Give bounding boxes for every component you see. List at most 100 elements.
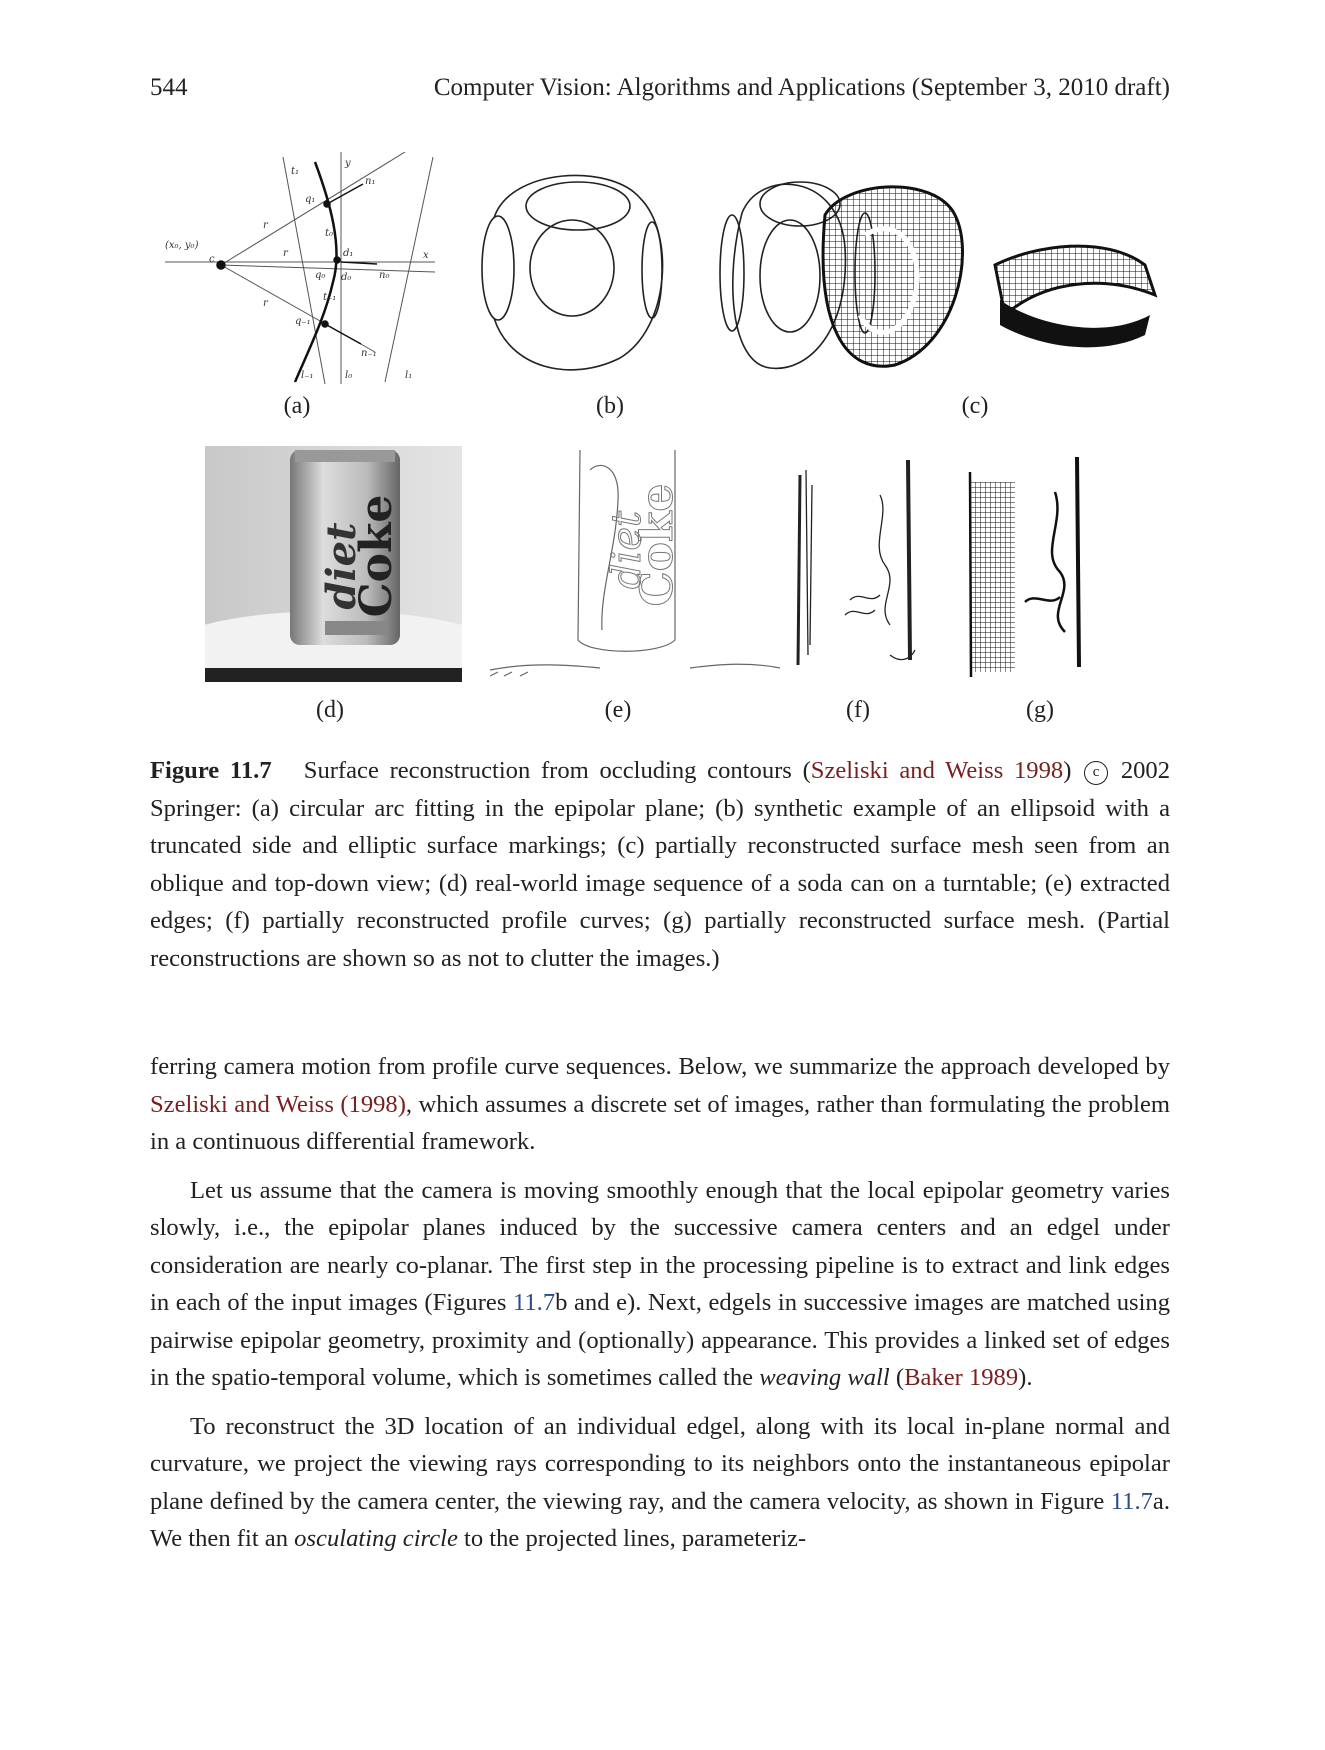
line-l1 bbox=[384, 156, 434, 383]
profile-curve bbox=[293, 161, 338, 383]
point-q0 bbox=[333, 256, 341, 264]
copyright-icon: c bbox=[1084, 761, 1109, 785]
camera-center-point bbox=[216, 260, 226, 270]
p1-text-a: ferring camera motion from profile curve… bbox=[150, 1053, 1170, 1080]
turntable-base bbox=[205, 668, 462, 682]
panel-label-b: (b) bbox=[596, 393, 624, 419]
p2-figure-ref-link[interactable]: 11.7 bbox=[512, 1289, 556, 1316]
figure-panel-a: y x (x₀, y₀) c r r r t₁ q₁ n₁ t₀ d₁ q₀ d… bbox=[165, 152, 435, 384]
label-d1: d₁ bbox=[343, 248, 353, 259]
label-n1: n₁ bbox=[365, 176, 375, 187]
edge-turntable-right bbox=[689, 663, 780, 669]
panel-label-a: (a) bbox=[283, 393, 311, 419]
panel-label-g: (g) bbox=[1026, 697, 1054, 723]
mesh-gap bbox=[857, 226, 920, 335]
label-lm1: l₋₁ bbox=[301, 370, 314, 381]
can-body bbox=[290, 450, 400, 645]
epipolar-diagram: y x (x₀, y₀) c r r r t₁ q₁ n₁ t₀ d₁ q₀ d… bbox=[165, 152, 435, 384]
ellipsoid-side-marking bbox=[759, 219, 821, 333]
ellipsoid-front-marking bbox=[529, 219, 615, 317]
label-nm1: n₋₁ bbox=[361, 348, 377, 359]
edge-can-outline bbox=[577, 449, 676, 652]
label-qm1: q₋₁ bbox=[295, 316, 311, 327]
mesh-oblique-view bbox=[821, 185, 964, 368]
label-r-3: r bbox=[263, 298, 269, 309]
label-n0: n₀ bbox=[379, 270, 389, 281]
caption-citation-link[interactable]: Szeliski and Weiss 1998 bbox=[810, 757, 1064, 784]
can-text-coke: Coke bbox=[351, 495, 402, 618]
paragraph-2: Let us assume that the camera is moving … bbox=[150, 1172, 1170, 1397]
p3-text-a: To reconstruct the 3D location of an ind… bbox=[150, 1412, 1170, 1515]
p3-figure-ref-link[interactable]: 11.7 bbox=[1110, 1487, 1153, 1515]
page-number: 544 bbox=[150, 74, 188, 101]
p2-emphasis: weaving wall bbox=[759, 1364, 890, 1391]
soda-can-photo: diet Coke bbox=[205, 446, 462, 682]
label-l0: l₀ bbox=[345, 370, 352, 381]
label-c-coords: (x₀, y₀) bbox=[165, 240, 199, 251]
label-q1: q₁ bbox=[305, 194, 315, 205]
p3-text-b: a. We then fit an bbox=[150, 1487, 1170, 1553]
figure-panel-f bbox=[790, 455, 925, 681]
p1-citation-link[interactable]: Szeliski and Weiss (1998) bbox=[150, 1090, 406, 1118]
caption-text-3: 2002 Springer: (a) circular arc fitting … bbox=[150, 757, 1171, 972]
edge-text-diet: diet bbox=[604, 510, 650, 589]
panel-label-e: (e) bbox=[604, 697, 632, 723]
p1-text-b: , which assumes a discrete set of images… bbox=[150, 1090, 1170, 1156]
label-t0: t₀ bbox=[325, 228, 333, 239]
running-title: Computer Vision: Algorithms and Applicat… bbox=[433, 74, 1170, 101]
point-q1 bbox=[323, 200, 331, 208]
mesh-topdown-view bbox=[993, 244, 1158, 318]
label-d0: d₀ bbox=[341, 272, 351, 283]
caption-label: Figure 11.7 bbox=[150, 757, 272, 784]
profile-right-edge bbox=[906, 459, 912, 661]
label-r-2: r bbox=[283, 248, 289, 259]
profile-logo-curve bbox=[878, 494, 891, 626]
label-l1: l₁ bbox=[405, 370, 412, 381]
profile-left-edge bbox=[796, 474, 802, 666]
label-c: c bbox=[209, 254, 215, 265]
normal-n1 bbox=[326, 183, 364, 205]
figure-panel-g bbox=[965, 452, 1090, 684]
label-r-1: r bbox=[263, 220, 269, 231]
ellipsoid-side-cut bbox=[719, 214, 745, 332]
mesh-strip bbox=[970, 482, 1015, 672]
label-q0: q₀ bbox=[315, 270, 325, 281]
panel-label-d: (d) bbox=[316, 697, 344, 723]
mesh-right-edge bbox=[1075, 456, 1081, 668]
can-text-diet: diet bbox=[318, 522, 365, 610]
p2-citation-link[interactable]: Baker 1989 bbox=[904, 1364, 1019, 1391]
label-y: y bbox=[344, 158, 351, 169]
panel-label-f: (f) bbox=[846, 697, 870, 723]
edge-turntable-left bbox=[490, 664, 601, 671]
figure-panel-c bbox=[805, 175, 1165, 375]
p2-text-d: ). bbox=[1018, 1364, 1033, 1391]
label-t1: t₁ bbox=[291, 166, 299, 177]
extracted-edges: diet Coke bbox=[490, 449, 780, 677]
figure-panel-e: diet Coke bbox=[490, 440, 780, 685]
paragraph-1: ferring camera motion from profile curve… bbox=[150, 1048, 1170, 1161]
label-x: x bbox=[423, 250, 429, 261]
mesh-topdown-rim bbox=[1000, 300, 1150, 348]
point-qm1 bbox=[321, 320, 329, 328]
normal-nm1 bbox=[324, 323, 362, 345]
line-lm1 bbox=[282, 156, 326, 384]
panel-label-c: (c) bbox=[961, 393, 989, 419]
ellipsoid-side-outline bbox=[731, 183, 847, 370]
ellipsoid-front-top-marking bbox=[525, 181, 631, 231]
p3-emphasis: osculating circle bbox=[294, 1525, 458, 1552]
ray-0 bbox=[220, 264, 435, 273]
paragraph-3: To reconstruct the 3D location of an ind… bbox=[150, 1408, 1170, 1558]
surface-mesh bbox=[968, 456, 1081, 678]
edge-text-coke: Coke bbox=[632, 484, 683, 607]
p3-text-c: to the projected lines, parameteriz- bbox=[457, 1525, 807, 1552]
p2-text-b: b and e). Next, edgels in successive ima… bbox=[150, 1289, 1171, 1391]
mesh-logo-curve bbox=[1050, 491, 1066, 633]
mesh-views bbox=[821, 185, 1158, 368]
page-header: 544 Computer Vision: Algorithms and Appl… bbox=[150, 74, 1170, 108]
figure-caption: Figure 11.7 Surface reconstruction from … bbox=[150, 752, 1170, 977]
ellipsoid-front-side bbox=[641, 221, 663, 319]
caption-text-2: ) bbox=[1063, 757, 1072, 784]
ellipsoid-front-outline bbox=[493, 174, 664, 371]
normal-n0 bbox=[340, 261, 378, 265]
label-tm1: t₋₁ bbox=[323, 292, 336, 303]
